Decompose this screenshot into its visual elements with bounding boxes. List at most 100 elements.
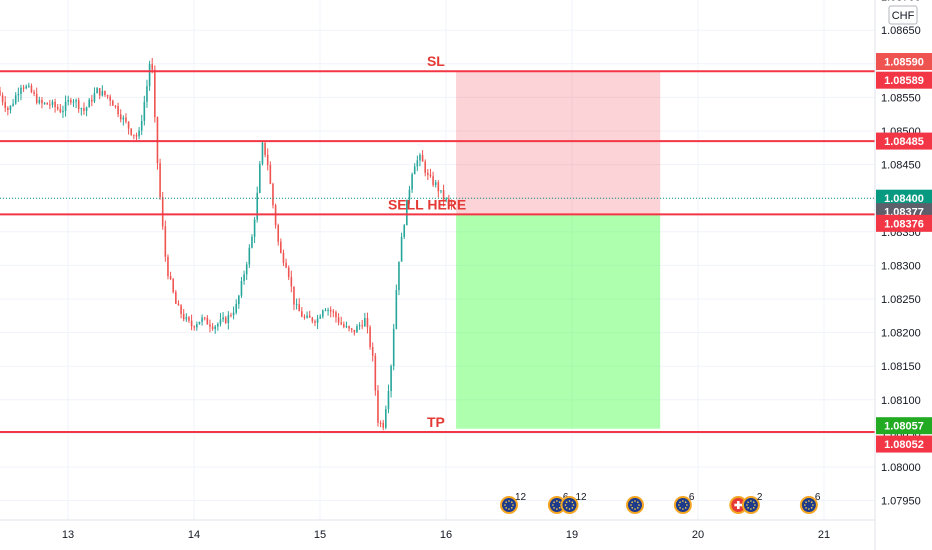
candles xyxy=(0,57,453,431)
candle-body xyxy=(172,279,175,293)
candle-body xyxy=(280,241,282,253)
candle-body xyxy=(400,237,403,262)
candle-body xyxy=(269,164,272,184)
candle-body xyxy=(295,304,298,306)
candle-body xyxy=(46,102,49,105)
candle-body xyxy=(395,290,398,329)
candle-body xyxy=(222,317,224,320)
level-lines[interactable] xyxy=(0,70,875,434)
candle-body xyxy=(35,93,38,103)
time-axis[interactable]: 13 14 15 16 19 20 21 xyxy=(62,529,830,541)
take-profit-zone xyxy=(456,214,661,429)
candle-body xyxy=(248,247,251,265)
candle-body xyxy=(127,121,130,129)
candle-body xyxy=(182,313,185,320)
price-tick-label: 1.08550 xyxy=(881,92,921,104)
candle-body xyxy=(75,100,77,102)
star xyxy=(508,508,510,510)
candle-body xyxy=(198,321,201,325)
event-flag-bg xyxy=(675,498,690,512)
price-tag-text: 1.08485 xyxy=(884,136,924,148)
star xyxy=(678,504,680,506)
star xyxy=(564,504,567,506)
candle-body xyxy=(140,120,143,131)
event-count: 6 xyxy=(689,492,695,503)
candle-body xyxy=(429,174,432,177)
eu-flag-icon[interactable]: 6 xyxy=(673,492,695,514)
swiss-flag-icon[interactable] xyxy=(729,496,748,514)
price-tag: 1.08485 xyxy=(876,132,932,150)
star xyxy=(552,504,554,506)
candle-body xyxy=(143,101,146,121)
candle-body xyxy=(91,99,93,102)
eu-flag-icon[interactable]: 6 xyxy=(799,492,821,514)
star xyxy=(556,500,558,502)
candle-body xyxy=(227,315,230,324)
price-tick-label: 1.08650 xyxy=(881,25,921,37)
event-count: 2 xyxy=(757,492,763,503)
candle-body xyxy=(135,135,138,137)
candle-body xyxy=(64,101,67,111)
eu-flag-icon[interactable] xyxy=(626,496,644,514)
star xyxy=(568,508,571,510)
candle-body xyxy=(83,108,85,111)
star xyxy=(810,507,813,509)
star xyxy=(553,501,555,503)
candle-body xyxy=(442,190,445,200)
candle-body xyxy=(259,163,261,193)
candle-body xyxy=(256,192,259,220)
event-count: 12 xyxy=(515,492,527,503)
candle-body xyxy=(240,280,243,296)
candle-body xyxy=(448,198,450,202)
candle-body xyxy=(93,93,96,102)
eu-flag-icon[interactable]: 12 xyxy=(500,492,527,514)
price-tick-label: 1.08100 xyxy=(881,395,921,407)
star xyxy=(805,501,807,503)
star xyxy=(638,504,640,506)
candle-body xyxy=(209,324,211,327)
candle-body xyxy=(185,317,188,320)
candle-body xyxy=(364,317,366,327)
star xyxy=(511,501,513,503)
candle-body xyxy=(130,128,133,135)
star xyxy=(505,507,507,509)
star xyxy=(504,504,506,506)
star xyxy=(752,507,755,509)
eu-flag-icon[interactable]: 2 xyxy=(741,492,763,514)
annotations: SL SELL HERE TP xyxy=(388,53,466,430)
star xyxy=(810,501,813,503)
candle-body xyxy=(371,347,374,356)
price-tag: 1.08590 xyxy=(876,53,932,71)
candle-body xyxy=(322,310,324,317)
candle-body xyxy=(96,88,98,94)
candle-body xyxy=(353,329,356,333)
candle-body xyxy=(203,317,206,319)
candle-body xyxy=(369,327,371,348)
candle-body xyxy=(308,315,311,318)
candle-body xyxy=(193,326,196,328)
price-tag-text: 1.08376 xyxy=(884,218,924,230)
candle-body xyxy=(17,93,20,96)
star xyxy=(686,504,688,506)
candle-body xyxy=(77,100,80,109)
price-tag-text: 1.08052 xyxy=(884,439,924,451)
candle-body xyxy=(138,130,140,137)
star xyxy=(752,501,755,503)
candle-body xyxy=(403,225,406,238)
candle-body xyxy=(327,309,329,311)
time-tick-label: 14 xyxy=(188,529,200,541)
candle-body xyxy=(56,107,59,109)
candle-body xyxy=(361,325,364,327)
star xyxy=(804,504,806,506)
eu-flag-icon[interactable]: 12 xyxy=(560,492,587,514)
candle-body xyxy=(201,317,203,322)
event-markers[interactable]: 12612626 xyxy=(500,492,821,514)
candle-body xyxy=(235,304,238,313)
candle-body xyxy=(169,276,172,280)
candle-body xyxy=(343,324,345,327)
candle-body xyxy=(12,103,14,106)
star xyxy=(637,507,639,509)
candle-body xyxy=(358,325,361,327)
price-tick-label: 1.08700 xyxy=(881,0,921,4)
